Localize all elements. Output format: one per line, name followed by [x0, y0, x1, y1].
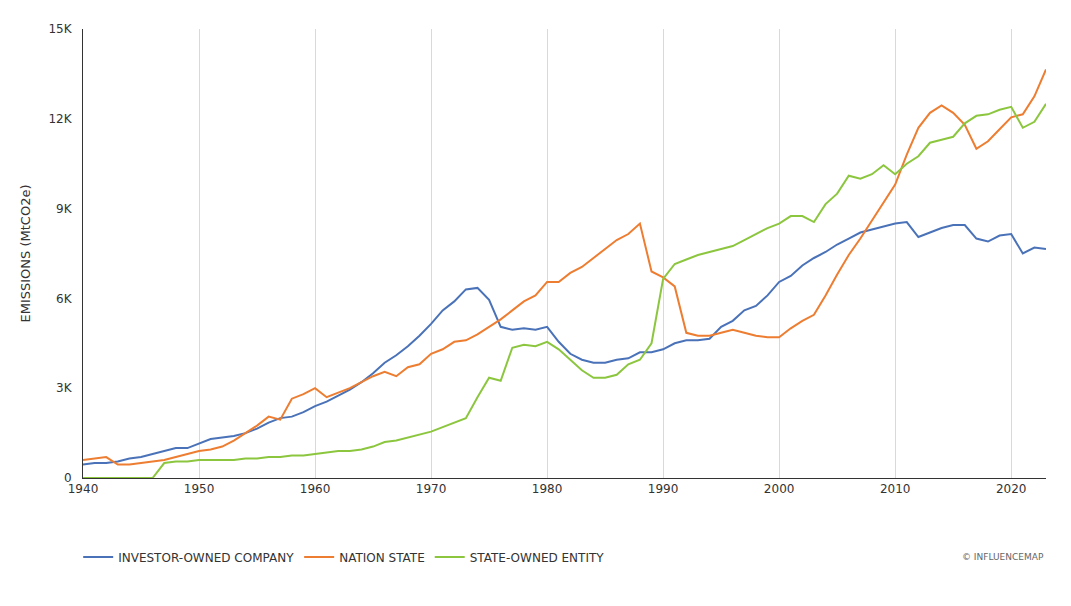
- svg-text:2020: 2020: [996, 482, 1027, 496]
- svg-text:INVESTOR-OWNED COMPANY: INVESTOR-OWNED COMPANY: [118, 551, 294, 565]
- svg-text:EMISSIONS (MtCO2e): EMISSIONS (MtCO2e): [18, 185, 33, 323]
- svg-text:NATION STATE: NATION STATE: [339, 551, 425, 565]
- svg-text:6K: 6K: [56, 292, 73, 306]
- svg-text:1990: 1990: [648, 482, 679, 496]
- svg-text:9K: 9K: [56, 202, 73, 216]
- svg-text:2010: 2010: [880, 482, 911, 496]
- svg-text:3K: 3K: [56, 381, 73, 395]
- svg-text:15K: 15K: [48, 22, 72, 36]
- svg-text:STATE-OWNED ENTITY: STATE-OWNED ENTITY: [470, 551, 605, 565]
- svg-text:0: 0: [64, 471, 72, 485]
- svg-text:12K: 12K: [48, 112, 72, 126]
- svg-text:1980: 1980: [532, 482, 563, 496]
- svg-text:1960: 1960: [300, 482, 331, 496]
- svg-text:1940: 1940: [68, 482, 99, 496]
- svg-text:© INFLUENCEMAP: © INFLUENCEMAP: [962, 552, 1044, 562]
- svg-text:1970: 1970: [416, 482, 447, 496]
- svg-text:1950: 1950: [184, 482, 215, 496]
- svg-text:2000: 2000: [764, 482, 795, 496]
